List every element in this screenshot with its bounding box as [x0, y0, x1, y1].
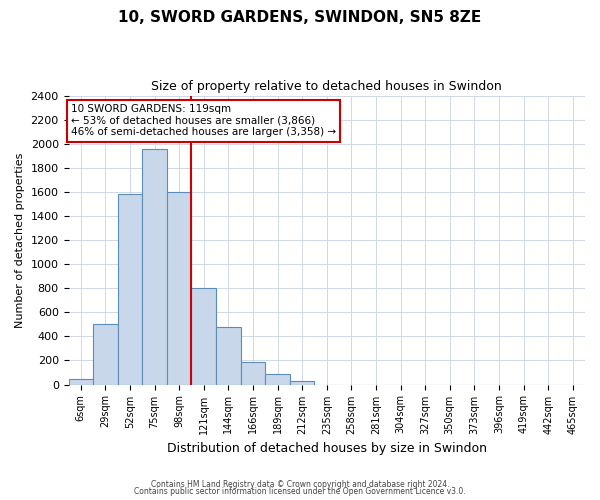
- Bar: [265, 374, 290, 384]
- Text: Contains public sector information licensed under the Open Government Licence v3: Contains public sector information licen…: [134, 488, 466, 496]
- Bar: [93, 324, 118, 384]
- Text: 10 SWORD GARDENS: 119sqm
← 53% of detached houses are smaller (3,866)
46% of sem: 10 SWORD GARDENS: 119sqm ← 53% of detach…: [71, 104, 336, 138]
- X-axis label: Distribution of detached houses by size in Swindon: Distribution of detached houses by size …: [167, 442, 487, 455]
- Title: Size of property relative to detached houses in Swindon: Size of property relative to detached ho…: [151, 80, 502, 93]
- Bar: [290, 381, 314, 384]
- Bar: [68, 378, 93, 384]
- Bar: [142, 148, 167, 384]
- Bar: [191, 288, 216, 384]
- Bar: [167, 192, 191, 384]
- Bar: [118, 194, 142, 384]
- Text: Contains HM Land Registry data © Crown copyright and database right 2024.: Contains HM Land Registry data © Crown c…: [151, 480, 449, 489]
- Bar: [216, 327, 241, 384]
- Bar: [241, 362, 265, 384]
- Y-axis label: Number of detached properties: Number of detached properties: [15, 152, 25, 328]
- Text: 10, SWORD GARDENS, SWINDON, SN5 8ZE: 10, SWORD GARDENS, SWINDON, SN5 8ZE: [118, 10, 482, 25]
